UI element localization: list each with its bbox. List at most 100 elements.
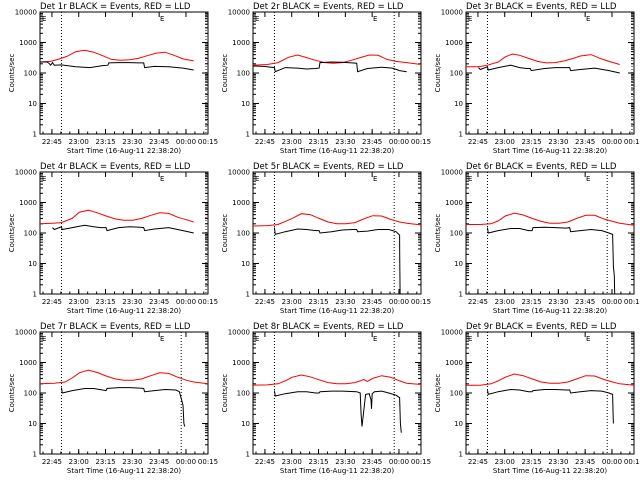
x-tick-label: 23:15 [95,138,115,146]
x-tick-label: 23:00 [282,298,302,306]
interval-marker: E [160,15,164,23]
y-tick-label: 1000 [445,39,463,47]
y-axis-label: Counts/sec [434,374,442,413]
y-tick-label: 1 [246,291,250,299]
x-tick-label: 00:00 [389,458,409,466]
series-events-line [478,64,620,74]
interval-marker: E [586,175,590,183]
x-tick-label: 22:45 [255,298,275,306]
x-tick-label: 00:15 [198,458,218,466]
y-axis-label: Counts/sec [8,214,16,253]
x-tick-label: 23:00 [282,138,302,146]
x-tick-label: 00:00 [176,138,196,146]
x-tick-label: 23:15 [95,298,115,306]
y-tick-label: 1000 [19,359,37,367]
x-axis-label: Start Time (16-Aug-11 22:38:20) [493,467,607,475]
x-tick-label: 23:15 [308,298,328,306]
x-tick-label: 00:00 [389,138,409,146]
y-tick-label: 100 [237,390,250,398]
y-axis-label: Counts/sec [221,214,229,253]
y-tick-label: 100 [24,390,37,398]
y-tick-label: 10000 [228,329,250,337]
y-tick-label: 1000 [232,39,250,47]
x-tick-label: 00:00 [602,458,622,466]
y-tick-label: 100 [237,230,250,238]
series-lld-line [252,54,422,66]
y-tick-label: 10 [454,100,463,108]
panel-det-9: Det 9r BLACK = Events, RED = LLD 1 10 100 10… [434,322,640,475]
plot-frame [39,331,209,455]
y-axis-label: Counts/sec [221,374,229,413]
x-tick-label: 23:45 [575,298,595,306]
y-tick-label: 10 [241,100,250,108]
x-axis-label: Start Time (16-Aug-11 22:38:20) [280,467,394,475]
x-tick-label: 23:00 [282,458,302,466]
x-tick-label: 22:45 [255,138,275,146]
panel-det-8: Det 8r BLACK = Events, RED = LLD 1 10 100 10… [221,322,431,475]
series-lld-line [252,213,422,227]
y-tick-label: 10000 [15,169,37,177]
y-tick-label: 10 [28,420,37,428]
x-axis-label: Start Time (16-Aug-11 22:38:20) [67,307,181,315]
x-axis-label: Start Time (16-Aug-11 22:38:20) [493,307,607,315]
x-tick-label: 00:15 [624,298,640,306]
x-tick-label: 00:00 [176,298,196,306]
series-events-line [52,224,194,234]
panel-title: Det 1r BLACK = Events, RED = LLD [40,2,191,12]
x-tick-label: 00:00 [176,458,196,466]
y-tick-label: 100 [450,70,463,78]
y-tick-label: 1000 [445,199,463,207]
y-tick-label: 100 [450,390,463,398]
y-tick-label: 10000 [228,9,250,17]
series-lld-line [466,373,635,386]
panel-title: Det 4r BLACK = Events, RED = LLD [40,162,191,172]
series-lld-line [252,374,422,386]
x-tick-label: 23:15 [521,138,541,146]
x-axis-label: Start Time (16-Aug-11 22:38:20) [280,147,394,155]
y-tick-label: 10 [28,100,37,108]
interval-marker: E [373,175,377,183]
plot-frame [39,11,209,135]
y-tick-label: 10000 [15,9,37,17]
interval-marker: E [468,175,472,183]
panel-title: Det 8r BLACK = Events, RED = LLD [253,322,404,332]
y-tick-label: 1 [33,291,37,299]
x-tick-label: 23:30 [548,458,568,466]
x-tick-label: 23:00 [69,298,89,306]
x-tick-label: 22:45 [255,458,275,466]
y-tick-label: 1 [246,451,250,459]
x-tick-label: 23:30 [335,458,355,466]
y-axis-label: Counts/sec [221,54,229,93]
y-tick-label: 1 [459,131,463,139]
y-tick-label: 10000 [228,169,250,177]
panel-det-2: Det 2r BLACK = Events, RED = LLD 1 10 100 10… [221,2,431,155]
y-tick-label: 100 [450,230,463,238]
x-tick-label: 23:30 [548,138,568,146]
y-tick-label: 1 [33,451,37,459]
x-tick-label: 23:45 [362,298,382,306]
x-tick-label: 23:00 [495,138,515,146]
y-tick-label: 1 [459,291,463,299]
x-tick-label: 23:30 [335,138,355,146]
x-tick-label: 23:15 [308,458,328,466]
x-tick-label: 23:45 [362,458,382,466]
interval-marker: E [255,175,259,183]
y-tick-label: 10 [241,260,250,268]
series-lld-line [39,209,194,225]
x-tick-label: 23:45 [149,138,169,146]
series-events-line [486,388,614,424]
y-tick-label: 100 [237,70,250,78]
y-axis-label: Counts/sec [434,54,442,93]
interval-marker: E [373,15,377,23]
x-tick-label: 23:30 [335,298,355,306]
x-tick-label: 00:15 [411,458,431,466]
y-tick-label: 1 [246,131,250,139]
x-tick-label: 23:00 [69,458,89,466]
y-axis-label: Counts/sec [434,214,442,253]
x-tick-label: 00:00 [602,138,622,146]
y-tick-label: 1000 [19,199,37,207]
plot-frame [39,171,209,295]
x-tick-label: 23:45 [149,458,169,466]
y-tick-label: 1000 [232,199,250,207]
